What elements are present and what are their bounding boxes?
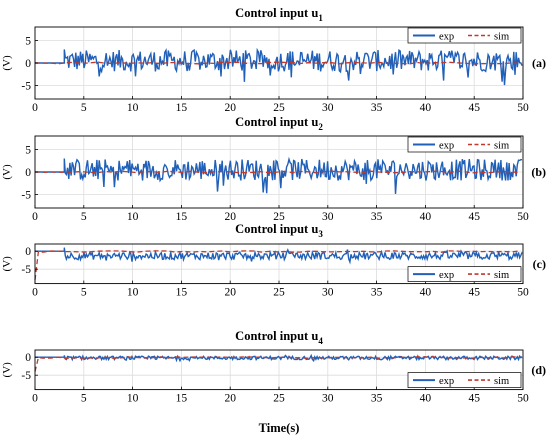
x-tick-label: 50 <box>517 287 529 299</box>
x-tick-label: 50 <box>517 393 529 405</box>
legend-exp-label: exp <box>439 141 454 152</box>
x-tick-label: 45 <box>468 102 480 114</box>
series-exp-line <box>35 47 523 86</box>
y-tick-label: 0 <box>25 58 31 70</box>
x-tick-label: 10 <box>127 211 139 223</box>
x-tick-label: 35 <box>371 211 383 223</box>
chart-panel: Control input u20 5 10 15 20 25 30 35 40 45 50-505… <box>1 115 546 223</box>
chart-title: Control input u3 <box>235 222 323 239</box>
x-tick-label: 30 <box>322 393 334 405</box>
chart-title: Control input u1 <box>235 6 323 23</box>
x-tick-label: 15 <box>176 211 188 223</box>
series-sim-line <box>35 170 520 174</box>
x-tick-label: 45 <box>468 393 480 405</box>
panel-label: (d) <box>531 363 546 377</box>
legend-exp-label: exp <box>439 32 454 43</box>
x-tick-label: 40 <box>420 393 432 405</box>
x-tick-label: 35 <box>371 287 383 299</box>
legend-sim-label: sim <box>494 32 509 43</box>
series-sim-line <box>34 250 520 281</box>
x-tick-label: 35 <box>371 102 383 114</box>
x-tick-label: 5 <box>81 102 87 114</box>
x-tick-label: 45 <box>468 287 480 299</box>
panel-label: (a) <box>532 56 546 70</box>
x-tick-label: 0 <box>32 211 38 223</box>
series-sim-line <box>34 356 520 372</box>
x-tick-label: 0 <box>32 393 38 405</box>
legend-box <box>407 372 522 388</box>
series-exp-line <box>35 247 523 265</box>
x-tick-label: 40 <box>420 102 432 114</box>
x-tick-label: 50 <box>517 102 529 114</box>
x-tick-label: 10 <box>127 102 139 114</box>
panel-label: (b) <box>531 165 546 179</box>
x-tick-label: 5 <box>81 287 87 299</box>
x-tick-label: 20 <box>224 287 236 299</box>
x-tick-label: 20 <box>224 393 236 405</box>
series-exp-line <box>35 156 523 194</box>
y-tick-label: -5 <box>21 190 31 202</box>
series-sim-line <box>35 61 520 65</box>
x-tick-label: 30 <box>322 287 334 299</box>
x-tick-label: 15 <box>176 287 188 299</box>
y-tick-label: 0 <box>25 246 31 258</box>
chart-panel: Control input u10 5 10 15 20 25 30 35 40 45 50-505… <box>1 6 546 114</box>
legend-sim-label: sim <box>494 376 509 387</box>
chart-panel: Control input u30 5 10 15 20 25 30 35 40 45 50-50(… <box>1 222 546 299</box>
legend-box <box>407 27 522 44</box>
x-tick-label: 25 <box>273 211 285 223</box>
y-axis-label: (V) <box>1 362 13 378</box>
x-tick-label: 0 <box>32 102 38 114</box>
y-tick-label: 0 <box>25 167 31 179</box>
x-tick-label: 15 <box>176 102 188 114</box>
x-tick-label: 30 <box>322 211 334 223</box>
x-tick-label: 5 <box>81 211 87 223</box>
y-tick-label: -5 <box>21 81 31 93</box>
y-axis-label: (V) <box>1 256 13 272</box>
series-exp-line <box>35 353 523 363</box>
legend-box <box>407 136 522 153</box>
x-axis-label: Time(s) <box>259 421 300 435</box>
y-tick-label: 5 <box>25 145 31 157</box>
panel-label: (c) <box>533 257 546 271</box>
legend: exp sim <box>407 27 522 44</box>
x-tick-label: 10 <box>127 393 139 405</box>
legend: exp sim <box>407 136 522 153</box>
x-tick-label: 25 <box>273 393 285 405</box>
chart-panel: Control input u40 5 10 15 20 25 30 35 40 45 50-50(… <box>1 329 546 435</box>
chart-title: Control input u4 <box>235 329 323 346</box>
y-tick-label: -5 <box>21 264 31 276</box>
y-axis-label: (V) <box>1 164 13 180</box>
legend: exp sim <box>407 266 522 282</box>
chart-title: Control input u2 <box>235 115 323 132</box>
legend-sim-label: sim <box>494 270 509 281</box>
x-tick-label: 20 <box>224 211 236 223</box>
x-tick-label: 40 <box>420 211 432 223</box>
x-tick-label: 20 <box>224 102 236 114</box>
x-tick-label: 30 <box>322 102 334 114</box>
x-tick-label: 25 <box>273 102 285 114</box>
x-tick-label: 40 <box>420 287 432 299</box>
y-axis-label: (V) <box>1 55 13 71</box>
x-tick-label: 50 <box>517 211 529 223</box>
y-tick-label: 0 <box>25 352 31 364</box>
x-tick-label: 25 <box>273 287 285 299</box>
y-tick-label: -5 <box>21 370 31 382</box>
x-tick-label: 10 <box>127 287 139 299</box>
legend-exp-label: exp <box>439 270 454 281</box>
x-tick-label: 15 <box>176 393 188 405</box>
legend: exp sim <box>407 372 522 388</box>
legend-exp-label: exp <box>439 376 454 387</box>
x-tick-label: 0 <box>32 287 38 299</box>
y-tick-label: 5 <box>25 36 31 48</box>
legend-box <box>407 266 522 282</box>
legend-sim-label: sim <box>494 141 509 152</box>
x-tick-label: 5 <box>81 393 87 405</box>
x-tick-label: 45 <box>468 211 480 223</box>
x-tick-label: 35 <box>371 393 383 405</box>
